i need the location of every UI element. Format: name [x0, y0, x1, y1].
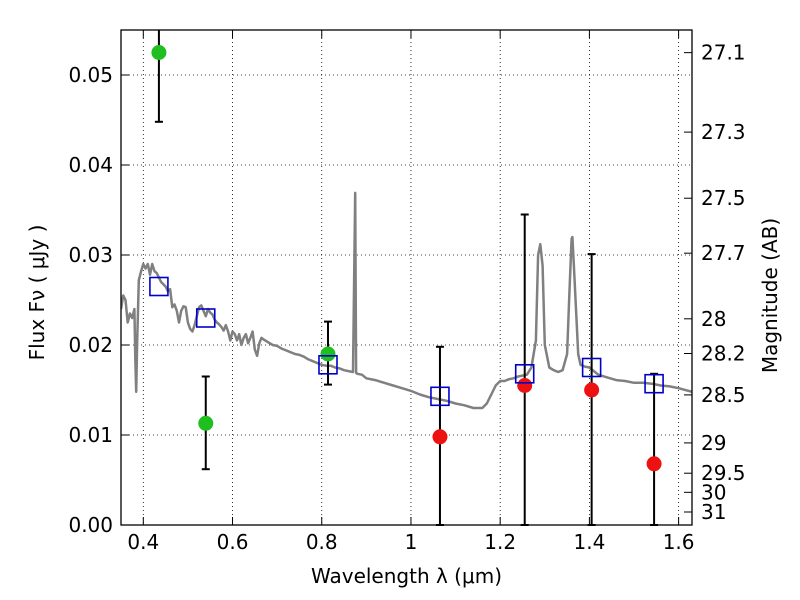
magnitude-tick-label: 27.7 [701, 241, 746, 265]
magnitude-tick-label: 31 [701, 500, 726, 524]
magnitude-tick-label: 28 [701, 307, 726, 331]
x-tick-label: 0.6 [217, 530, 249, 554]
error-bars [154, 30, 659, 526]
data-markers [149, 45, 664, 472]
magnitude-tick-label: 27.3 [701, 120, 746, 144]
y-tick-label: 0.02 [68, 333, 113, 357]
magnitude-tick-label: 29.5 [701, 461, 746, 485]
detection-point [151, 45, 167, 60]
sed-curve-group [121, 191, 692, 410]
sed-model-curve [121, 191, 692, 410]
y-tick-label: 0.00 [68, 513, 113, 537]
plot-frame [120, 29, 693, 526]
magnitude-tick-label: 29 [701, 431, 726, 455]
y-tick-label: 0.01 [68, 423, 113, 447]
magnitude-axis-label: Magnitude (AB) [758, 218, 782, 373]
model-band-flux-marker [514, 363, 535, 384]
magnitude-tick-label: 28.2 [701, 341, 746, 365]
x-axis-label: Wavelength λ (μm) [311, 564, 502, 588]
y-tick-label: 0.05 [68, 63, 113, 87]
upper-limit-point [646, 456, 662, 472]
x-tick-label: 1 [405, 530, 418, 554]
upper-limit-point [432, 429, 448, 445]
x-tick-label: 1.2 [484, 530, 516, 554]
tick-labels: 0.4 0.6 0.8 1 1.2 1.4 1.6 0.00 0.01 0.02 0.03 0.04 0… [68, 41, 745, 554]
x-tick-label: 1.4 [573, 530, 605, 554]
detection-point [198, 415, 214, 431]
model-band-flux-marker [318, 354, 338, 375]
x-tick-label: 0.4 [127, 530, 159, 554]
model-band-flux-marker [430, 386, 450, 407]
x-tick-label: 1.6 [663, 530, 695, 554]
grid-lines [121, 30, 692, 526]
model-band-flux-marker [581, 357, 602, 378]
model-band-flux-marker [195, 308, 216, 328]
y-tick-label: 0.04 [68, 153, 113, 177]
axis-ticks [121, 30, 692, 526]
y-axis-label: Flux Fν ( μJy ) [25, 225, 49, 361]
magnitude-tick-label: 27.5 [701, 186, 746, 210]
y-tick-label: 0.03 [68, 243, 113, 267]
x-tick-label: 0.8 [306, 530, 338, 554]
magnitude-tick-label: 28.5 [701, 383, 746, 407]
model-band-flux-marker [149, 276, 169, 297]
magnitude-tick-label: 27.1 [701, 41, 746, 65]
model-band-flux-marker [644, 373, 664, 394]
magnitude-tick-label: 30 [701, 480, 726, 504]
upper-limit-point [584, 382, 600, 398]
detection-point [320, 346, 336, 362]
upper-limit-point [517, 378, 533, 393]
